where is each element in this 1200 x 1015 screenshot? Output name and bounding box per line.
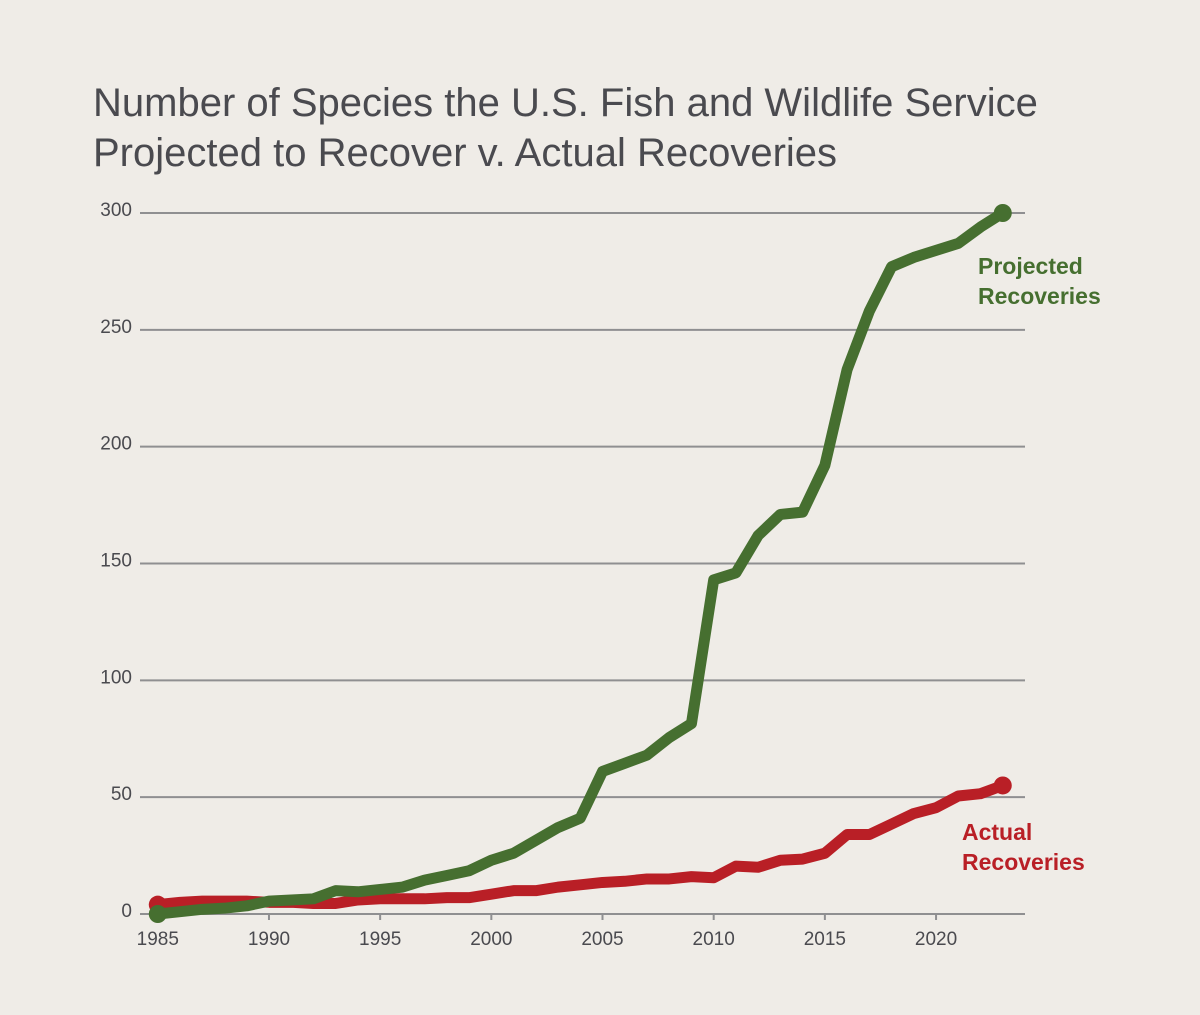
x-tick-label: 2020 [915, 929, 957, 950]
x-tick-label: 1995 [359, 929, 401, 950]
end-marker [993, 204, 1012, 222]
series-label: Actual Recoveries [962, 819, 1085, 875]
y-tick-label: 0 [121, 901, 132, 922]
chart-title: Number of Species the U.S. Fish and Wild… [93, 81, 1038, 175]
x-tick-label: 2010 [693, 929, 735, 950]
x-tick-label: 1990 [248, 929, 290, 950]
end-marker [148, 905, 167, 923]
series-line [152, 779, 1009, 911]
x-tick-label: 2015 [804, 929, 846, 950]
y-tick-label: 300 [100, 200, 132, 221]
y-tick-label: 250 [100, 317, 132, 338]
y-tick-label: 150 [100, 551, 132, 572]
x-tick-label: 2005 [581, 929, 623, 950]
series-label: Projected Recoveries [978, 253, 1101, 309]
y-tick-label: 200 [100, 434, 132, 455]
y-tick-label: 100 [100, 667, 132, 688]
series-line [152, 207, 1009, 920]
y-tick-label: 50 [111, 784, 132, 805]
x-tick-label: 2000 [470, 929, 512, 950]
x-tick-label: 1985 [137, 929, 179, 950]
end-marker [993, 776, 1012, 795]
